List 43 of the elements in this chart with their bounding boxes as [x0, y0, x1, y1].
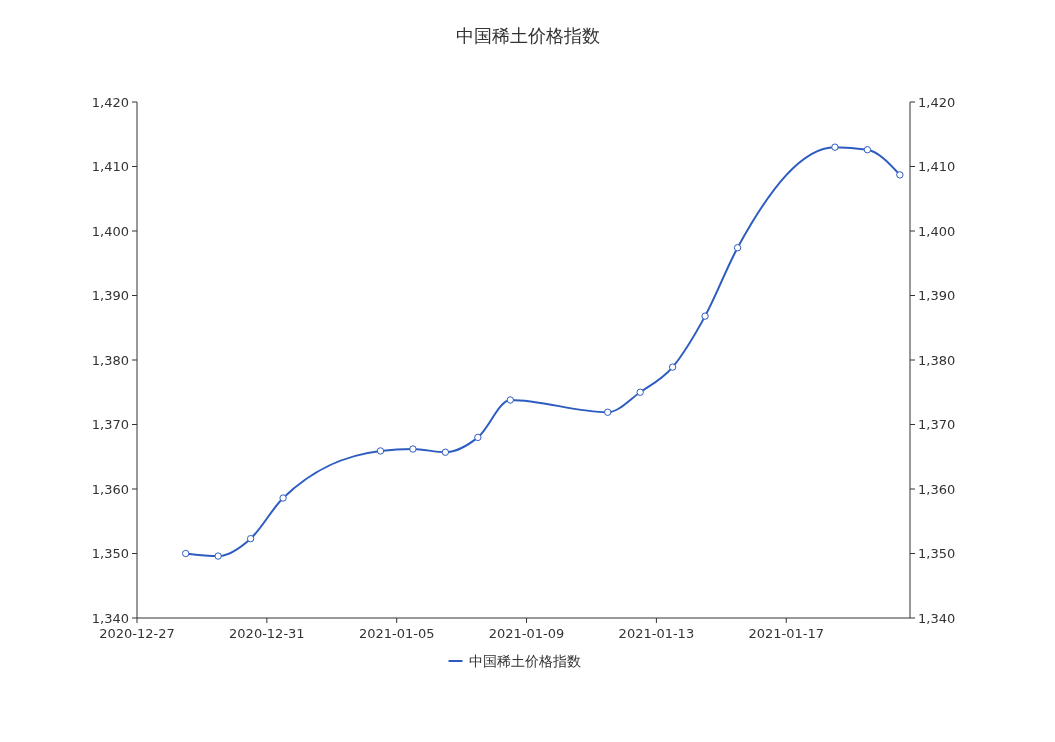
y2-tick-label: 1,360 — [918, 481, 956, 497]
y2-tick-label: 1,400 — [918, 223, 956, 239]
x-tick-label: 2021-01-17 — [748, 626, 825, 641]
y-tick-label: 1,420 — [91, 94, 129, 110]
point — [733, 244, 742, 252]
y-tick-label: 1,400 — [91, 223, 129, 239]
point — [376, 447, 385, 455]
x-tick-label: 2020-12-27 — [99, 626, 175, 641]
y2-tick-label: 1,410 — [918, 159, 956, 175]
point — [604, 408, 612, 416]
x-tick-label: 2020-12-31 — [229, 626, 305, 641]
y2-tick-label: 1,350 — [918, 546, 956, 562]
y-tick-label: 1,350 — [91, 546, 129, 562]
y2-tick-label: 1,370 — [918, 417, 956, 433]
point — [181, 549, 190, 558]
chart-title: 中国稀土价格指数 — [455, 25, 600, 46]
y2-tick-label: 1,420 — [918, 94, 956, 110]
point — [896, 171, 904, 179]
point — [214, 552, 222, 560]
y-tick-label: 1,390 — [91, 288, 129, 304]
y-tick-label: 1,360 — [91, 481, 129, 497]
point — [474, 433, 482, 442]
point — [506, 396, 515, 404]
point — [701, 312, 709, 320]
y2-tick-label: 1,390 — [918, 288, 956, 304]
x-tick-label: 2021-01-09 — [488, 626, 565, 641]
point — [279, 494, 287, 502]
point — [441, 448, 450, 456]
point — [831, 143, 839, 151]
point — [668, 363, 677, 371]
y-tick-label: 1,370 — [91, 417, 129, 433]
y2-tick-label: 1,380 — [918, 352, 956, 368]
point — [409, 445, 417, 453]
x-tick-label: 2021-01-05 — [358, 626, 435, 641]
y-tick-label: 1,410 — [91, 159, 129, 175]
x-tick-label: 2021-01-13 — [618, 626, 695, 641]
point — [636, 388, 644, 396]
y2-tick-label: 1,340 — [918, 610, 956, 626]
y-tick-label: 1,340 — [91, 610, 129, 626]
point — [863, 146, 872, 154]
point — [246, 534, 255, 543]
y-tick-label: 1,380 — [91, 352, 129, 368]
legend-label: 中国稀土价格指数 — [468, 652, 581, 669]
